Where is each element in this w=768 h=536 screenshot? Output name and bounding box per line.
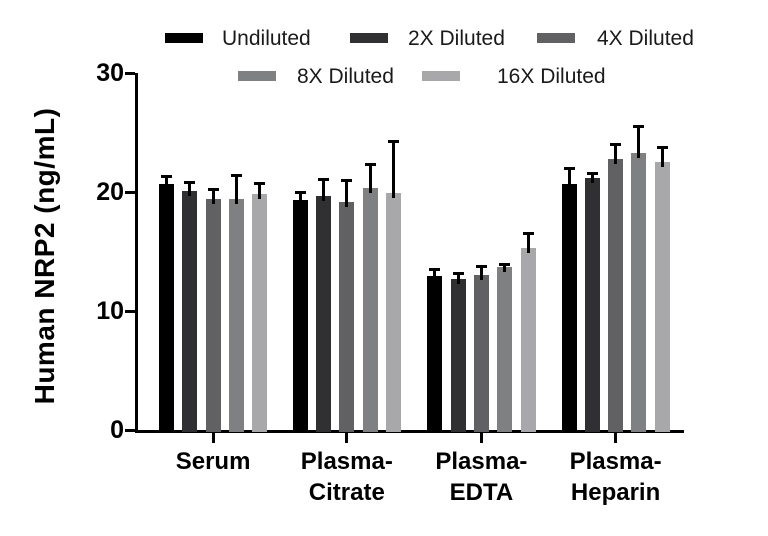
error-bar-cap-plasma-heparin-undiluted [563, 167, 575, 170]
bar-plasma-edta-8x-diluted [497, 266, 513, 432]
bar-plasma-edta-2x-diluted [450, 278, 466, 432]
bar-serum-8x-diluted [228, 199, 244, 432]
bar-plasma-heparin-2x-diluted [584, 177, 600, 432]
x-category-label-plasma-heparin: Plasma- Heparin [541, 446, 691, 508]
x-category-label-serum: Serum [138, 446, 288, 477]
x-tick-plasma-heparin [614, 433, 618, 443]
x-category-line: Heparin [570, 479, 661, 506]
error-bar-line-plasma-citrate-2x-diluted [322, 177, 325, 201]
x-category-line: EDTA [449, 479, 514, 506]
legend-label-undiluted: Undiluted [222, 27, 311, 50]
error-bar-cap-plasma-heparin-4x-diluted [610, 143, 622, 147]
x-category-line: Citrate [308, 479, 385, 506]
error-bar-line-serum-2x-diluted [188, 181, 192, 196]
error-bar-cap-plasma-edta-undiluted [429, 268, 441, 272]
legend-label-2x-diluted: 2X Diluted [408, 27, 505, 50]
bar-plasma-edta-undiluted [427, 276, 443, 432]
bar-plasma-heparin-8x-diluted [631, 152, 647, 432]
x-tick-plasma-citrate [345, 433, 349, 443]
error-bar-cap-plasma-heparin-2x-diluted [586, 171, 598, 175]
error-bar-line-plasma-citrate-16x-diluted [391, 139, 395, 199]
legend-swatch-16x-diluted [422, 71, 460, 81]
error-bar-cap-plasma-edta-2x-diluted [452, 271, 464, 275]
legend-swatch-undiluted [165, 33, 203, 43]
error-bar-line-plasma-edta-16x-diluted [526, 232, 530, 253]
error-bar-cap-serum-2x-diluted [184, 181, 196, 185]
error-bar-cap-serum-undiluted [161, 175, 172, 179]
error-bar-cap-serum-4x-diluted [207, 188, 219, 192]
error-bar-cap-plasma-citrate-2x-diluted [318, 177, 329, 181]
error-bar-line-serum-16x-diluted [258, 182, 262, 200]
error-bar-cap-plasma-edta-8x-diluted [499, 263, 511, 267]
error-bar-cap-serum-8x-diluted [230, 174, 242, 178]
error-bar-line-serum-undiluted [165, 175, 168, 189]
error-bar-line-plasma-citrate-undiluted [298, 190, 302, 206]
bar-plasma-edta-16x-diluted [520, 247, 536, 432]
y-tick-20 [125, 191, 135, 194]
y-axis-title: Human NRP2 (ng/mL) [29, 107, 60, 405]
error-bar-line-plasma-edta-2x-diluted [456, 271, 460, 284]
bar-plasma-citrate-4x-diluted [339, 201, 355, 432]
bar-plasma-citrate-8x-diluted [362, 188, 378, 432]
error-bar-cap-plasma-citrate-undiluted [294, 190, 306, 194]
bar-serum-16x-diluted [252, 194, 268, 432]
x-category-line: Plasma- [569, 448, 662, 475]
x-category-label-plasma-citrate: Plasma- Citrate [272, 446, 422, 508]
error-bar-line-plasma-heparin-16x-diluted [660, 145, 664, 168]
error-bar-cap-plasma-citrate-16x-diluted [387, 139, 399, 143]
x-tick-serum [211, 433, 215, 443]
y-tick-10 [125, 310, 135, 313]
x-category-line: Plasma- [435, 448, 528, 475]
bar-plasma-heparin-16x-diluted [654, 162, 670, 432]
error-bar-line-plasma-citrate-4x-diluted [345, 178, 349, 207]
legend-label-16x-diluted: 16X Diluted [497, 65, 606, 88]
bar-plasma-heparin-undiluted [561, 183, 577, 432]
error-bar-line-plasma-edta-undiluted [433, 268, 437, 282]
x-category-line: Serum [175, 448, 251, 475]
error-bar-cap-plasma-heparin-16x-diluted [656, 145, 668, 149]
y-tick-label-0: 0 [110, 416, 124, 444]
bar-serum-2x-diluted [182, 190, 198, 432]
error-bar-cap-plasma-edta-16x-diluted [522, 232, 534, 236]
bar-plasma-edta-4x-diluted [473, 275, 489, 432]
bar-plasma-citrate-16x-diluted [385, 193, 401, 432]
error-bar-cap-plasma-citrate-4x-diluted [341, 178, 353, 182]
legend-swatch-8x-diluted [238, 71, 276, 81]
y-tick-label-30: 30 [96, 59, 124, 87]
error-bar-line-plasma-edta-4x-diluted [479, 264, 483, 281]
legend-swatch-4x-diluted [537, 33, 575, 43]
error-bar-cap-plasma-edta-4x-diluted [475, 264, 487, 268]
x-category-line: Plasma- [300, 448, 393, 475]
y-tick-30 [125, 72, 135, 75]
legend-label-4x-diluted: 4X Diluted [597, 27, 694, 50]
error-bar-line-plasma-citrate-8x-diluted [368, 163, 372, 194]
legend-label-8x-diluted: 8X Diluted [297, 65, 394, 88]
y-tick-0 [125, 429, 135, 432]
error-bar-line-plasma-heparin-undiluted [567, 167, 571, 189]
error-bar-line-plasma-heparin-8x-diluted [637, 125, 641, 158]
error-bar-line-serum-4x-diluted [211, 188, 215, 205]
y-tick-label-10: 10 [96, 297, 124, 325]
error-bar-line-plasma-heparin-2x-diluted [590, 171, 594, 183]
bar-plasma-heparin-4x-diluted [608, 158, 624, 432]
y-tick-label-20: 20 [96, 178, 124, 206]
x-axis-line [135, 430, 684, 433]
x-category-label-plasma-edta: Plasma- EDTA [406, 446, 556, 508]
bar-plasma-citrate-undiluted [292, 200, 308, 432]
x-tick-plasma-edta [479, 433, 483, 443]
error-bar-line-plasma-edta-8x-diluted [503, 263, 507, 272]
bar-serum-4x-diluted [205, 199, 221, 432]
error-bar-cap-plasma-heparin-8x-diluted [633, 125, 645, 129]
legend-swatch-2x-diluted [350, 33, 388, 43]
error-bar-cap-plasma-citrate-8x-diluted [364, 163, 376, 167]
error-bar-line-serum-8x-diluted [234, 174, 238, 205]
bar-serum-undiluted [159, 183, 174, 432]
bar-plasma-citrate-2x-diluted [316, 195, 331, 432]
error-bar-cap-serum-16x-diluted [254, 182, 266, 186]
y-axis-line [135, 73, 138, 433]
error-bar-line-plasma-heparin-4x-diluted [614, 143, 618, 164]
